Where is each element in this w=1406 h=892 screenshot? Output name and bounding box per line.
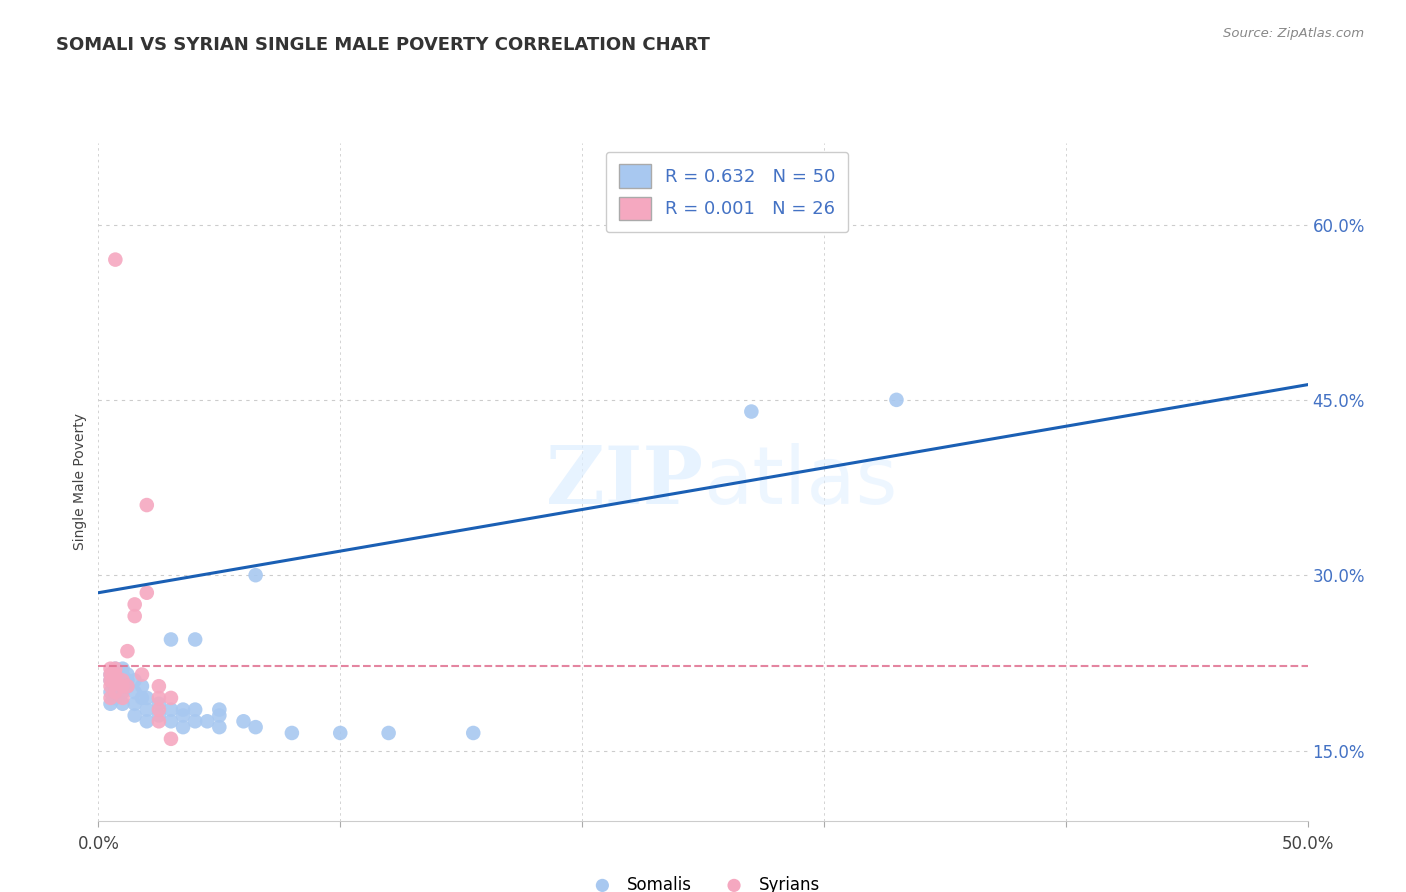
Point	[100, 662, 122, 676]
Point	[104, 679, 127, 693]
Point	[100, 667, 122, 681]
Point	[281, 726, 304, 740]
Point	[184, 632, 207, 647]
Point	[208, 703, 231, 717]
Point	[117, 679, 139, 693]
Point	[184, 714, 207, 729]
Point	[104, 685, 127, 699]
Point	[111, 697, 134, 711]
Point	[131, 667, 153, 681]
Point	[104, 667, 127, 681]
Point	[104, 673, 127, 688]
Point	[160, 690, 183, 705]
Point	[148, 708, 170, 723]
Point	[111, 690, 134, 705]
Point	[131, 679, 153, 693]
Point	[208, 708, 231, 723]
Y-axis label: Single Male Poverty: Single Male Poverty	[73, 413, 87, 550]
Point	[117, 679, 139, 693]
Point	[208, 720, 231, 734]
Point	[148, 690, 170, 705]
Point	[160, 703, 183, 717]
Point	[740, 404, 762, 418]
Point	[124, 598, 146, 612]
Point	[124, 685, 146, 699]
Text: Source: ZipAtlas.com: Source: ZipAtlas.com	[1223, 27, 1364, 40]
Point	[111, 662, 134, 676]
Point	[124, 673, 146, 688]
Point	[135, 714, 157, 729]
Point	[195, 714, 218, 729]
Point	[100, 679, 122, 693]
Text: atlas: atlas	[703, 442, 897, 521]
Point	[111, 673, 134, 688]
Point	[135, 690, 157, 705]
Point	[117, 667, 139, 681]
Point	[100, 673, 122, 688]
Point	[100, 690, 122, 705]
Point	[111, 673, 134, 688]
Point	[148, 697, 170, 711]
Point	[135, 498, 157, 512]
Point	[377, 726, 399, 740]
Point	[104, 252, 127, 267]
Point	[232, 714, 254, 729]
Point	[117, 644, 139, 658]
Point	[172, 720, 194, 734]
Point	[124, 708, 146, 723]
Point	[117, 673, 139, 688]
Point	[104, 662, 127, 676]
Point	[245, 568, 267, 582]
Point	[135, 585, 157, 599]
Point	[329, 726, 352, 740]
Point	[463, 726, 485, 740]
Point	[100, 697, 122, 711]
Point	[111, 679, 134, 693]
Point	[184, 703, 207, 717]
Point	[104, 662, 127, 676]
Point	[172, 708, 194, 723]
Point	[111, 667, 134, 681]
Point	[148, 714, 170, 729]
Point	[886, 392, 908, 407]
Point	[160, 714, 183, 729]
Point	[104, 690, 127, 705]
Point	[100, 673, 122, 688]
Legend: Somalis, Syrians: Somalis, Syrians	[579, 869, 827, 892]
Point	[160, 731, 183, 746]
Point	[104, 673, 127, 688]
Point	[135, 703, 157, 717]
Point	[124, 697, 146, 711]
Point	[245, 720, 267, 734]
Point	[160, 632, 183, 647]
Point	[148, 679, 170, 693]
Point	[100, 667, 122, 681]
Point	[104, 667, 127, 681]
Point	[131, 690, 153, 705]
Text: SOMALI VS SYRIAN SINGLE MALE POVERTY CORRELATION CHART: SOMALI VS SYRIAN SINGLE MALE POVERTY COR…	[56, 36, 710, 54]
Point	[172, 703, 194, 717]
Point	[148, 703, 170, 717]
Text: ZIP: ZIP	[546, 442, 703, 521]
Point	[100, 685, 122, 699]
Point	[124, 609, 146, 624]
Point	[111, 685, 134, 699]
